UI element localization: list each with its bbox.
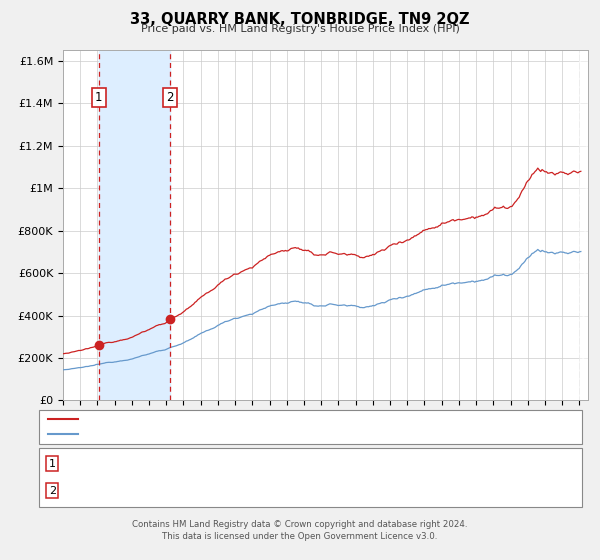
Text: 31-JAN-1997: 31-JAN-1997: [82, 459, 152, 469]
Text: £385,000: £385,000: [265, 486, 317, 496]
Text: 2: 2: [166, 91, 173, 104]
Text: 70% ↑ HPI: 70% ↑ HPI: [441, 486, 501, 496]
Text: 2: 2: [49, 486, 56, 496]
Text: HPI: Average price, detached house, Tonbridge and Malling: HPI: Average price, detached house, Tonb…: [84, 429, 379, 439]
Bar: [580, 50, 588, 400]
Text: 1: 1: [49, 459, 56, 469]
Bar: [99, 50, 170, 400]
Text: 33, QUARRY BANK, TONBRIDGE, TN9 2QZ (detached house): 33, QUARRY BANK, TONBRIDGE, TN9 2QZ (det…: [84, 414, 382, 424]
Text: 33, QUARRY BANK, TONBRIDGE, TN9 2QZ: 33, QUARRY BANK, TONBRIDGE, TN9 2QZ: [130, 12, 470, 27]
Text: 16-MAR-2001: 16-MAR-2001: [80, 486, 154, 496]
Text: Contains HM Land Registry data © Crown copyright and database right 2024.: Contains HM Land Registry data © Crown c…: [132, 520, 468, 529]
Text: 1: 1: [95, 91, 103, 104]
Text: £260,000: £260,000: [265, 459, 317, 469]
Text: This data is licensed under the Open Government Licence v3.0.: This data is licensed under the Open Gov…: [163, 532, 437, 541]
Text: 100% ↑ HPI: 100% ↑ HPI: [438, 459, 504, 469]
Text: Price paid vs. HM Land Registry's House Price Index (HPI): Price paid vs. HM Land Registry's House …: [140, 24, 460, 34]
